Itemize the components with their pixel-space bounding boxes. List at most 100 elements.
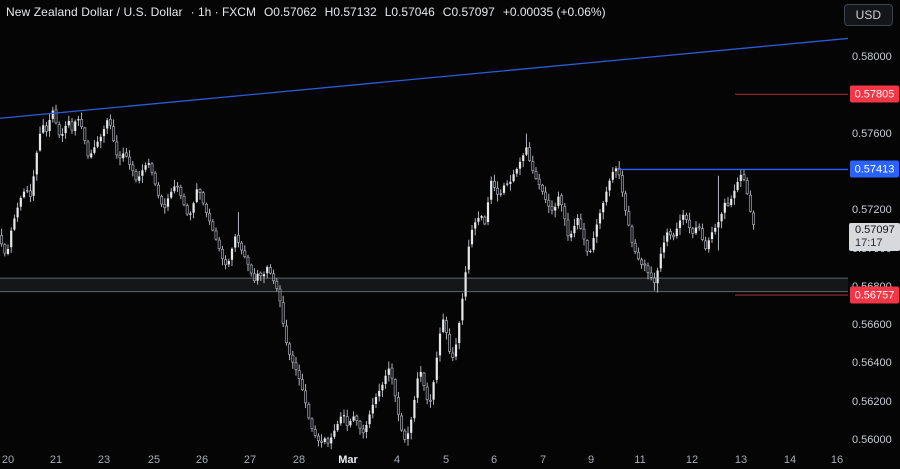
candle-up <box>96 141 99 147</box>
candle-up <box>611 171 614 180</box>
candle-down <box>483 216 487 225</box>
candle-up <box>486 202 490 223</box>
candle-down <box>345 416 349 427</box>
candle-up <box>675 228 678 237</box>
price-axis[interactable]: 0.580000.576000.572000.570000.568000.566… <box>848 0 900 469</box>
candle-up <box>720 213 723 222</box>
candle-down <box>390 367 394 379</box>
candle-up <box>435 357 438 380</box>
price-badge-alert[interactable]: 0.56757 <box>850 286 899 304</box>
candle-up <box>74 121 77 131</box>
candle-up <box>461 298 464 321</box>
candle-down <box>128 156 132 165</box>
candle-up <box>602 203 605 213</box>
candle-up <box>173 186 176 192</box>
candle-up <box>22 191 26 198</box>
price-tick-label: 0.56600 <box>852 319 892 332</box>
candle-up <box>64 125 67 134</box>
candle-up <box>454 344 458 357</box>
time-tick-label: 16 <box>830 454 844 466</box>
support-zone-fill[interactable] <box>0 278 848 292</box>
price-tick-label: 0.56000 <box>852 434 892 446</box>
candle-up <box>374 397 378 404</box>
candle-down <box>134 171 138 181</box>
candle-up <box>710 232 714 240</box>
candle-up <box>419 372 422 377</box>
candle-down <box>633 242 637 253</box>
time-tick-label: 11 <box>634 454 646 466</box>
time-tick-label: 26 <box>195 454 209 466</box>
candle-up <box>736 181 739 191</box>
candle-down <box>451 352 455 358</box>
candle-up <box>662 242 666 253</box>
price-badge-blue-line[interactable]: 0.57413 <box>850 160 899 178</box>
candle-down <box>160 195 164 205</box>
candle-up <box>406 433 410 439</box>
candle-up <box>717 221 720 228</box>
candle-down <box>704 240 708 249</box>
time-tick-label: 4 <box>393 454 401 466</box>
candle-up <box>230 248 234 260</box>
candle-down <box>275 281 279 289</box>
candlestick-chart-canvas[interactable] <box>0 0 848 469</box>
candle-up <box>416 378 419 398</box>
candle-up <box>122 153 125 159</box>
candle-down <box>131 164 135 172</box>
candle-down <box>537 178 541 185</box>
candle-up <box>656 270 659 284</box>
candle-up <box>678 220 682 228</box>
symbol-title[interactable]: New Zealand Dollar / U.S. Dollar <box>6 5 183 19</box>
candle-down <box>668 231 672 236</box>
candle-up <box>666 232 669 242</box>
candle-down <box>236 234 240 243</box>
candle-down <box>240 242 244 251</box>
trendline-drawing[interactable] <box>0 37 848 119</box>
candle-down <box>550 206 554 211</box>
candle-down <box>259 272 263 277</box>
candle-up <box>490 180 493 200</box>
candle-up <box>138 176 141 181</box>
candle-down <box>630 226 634 243</box>
candle-down <box>320 440 324 443</box>
candle-up <box>51 110 54 119</box>
candle-down <box>448 334 452 352</box>
time-axis[interactable]: 20 21 23 25 26 27 28 Mar 4 5 6 7 9 11 12 13 14 16 <box>0 447 848 469</box>
candle-down <box>150 163 154 173</box>
price-tick-label: 0.57200 <box>852 204 892 217</box>
candle-up <box>438 333 442 356</box>
candle-down <box>403 430 407 440</box>
candle-up <box>330 437 333 444</box>
candle-down <box>326 438 330 444</box>
candle-up <box>554 206 557 211</box>
price-badge-alert[interactable]: 0.57805 <box>850 85 899 103</box>
candle-down <box>496 187 500 195</box>
candle-up <box>349 421 352 426</box>
current-price-value: 0.57097 <box>855 223 895 236</box>
candle-up <box>368 414 371 425</box>
candle-down <box>684 214 688 220</box>
candle-up <box>659 253 662 269</box>
candle-down <box>224 259 228 266</box>
candle-up <box>512 174 515 182</box>
candle-down <box>57 124 61 136</box>
candle-up <box>93 147 96 153</box>
candle-up <box>614 168 618 172</box>
candle-up <box>106 120 109 129</box>
candle-down <box>528 147 532 161</box>
candle-down <box>355 415 359 421</box>
candle-up <box>38 133 42 151</box>
candle-down <box>358 420 362 429</box>
candle-down <box>579 218 583 229</box>
candle-down <box>176 185 180 188</box>
time-tick-label: 20 <box>1 454 15 466</box>
candle-down <box>566 219 570 237</box>
candle-down <box>108 119 112 126</box>
candle-up <box>557 196 560 206</box>
currency-toggle-button[interactable]: USD <box>843 4 893 26</box>
candle-down <box>425 386 429 400</box>
candle-down <box>304 390 308 404</box>
candle-up <box>442 319 445 332</box>
interval-exchange[interactable]: · 1h · FXCM <box>190 5 256 19</box>
candle-up <box>266 266 269 274</box>
candle-up <box>192 203 195 213</box>
